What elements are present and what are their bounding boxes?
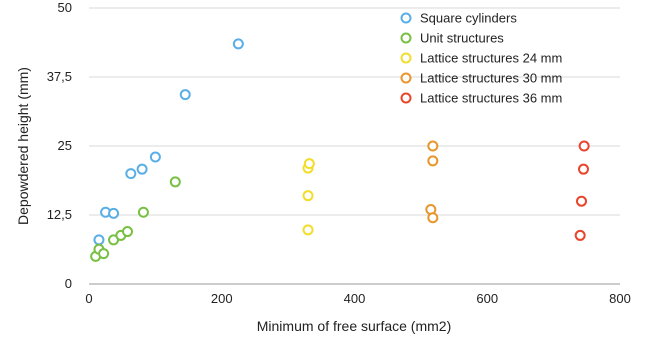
data-point xyxy=(574,229,586,241)
x-tick-label: 800 xyxy=(609,291,631,306)
y-axis-title: Depowdered height (mm) xyxy=(15,67,31,225)
data-point xyxy=(232,38,244,50)
x-tick-label: 400 xyxy=(344,291,366,306)
data-points xyxy=(90,38,590,262)
legend-marker xyxy=(400,52,412,64)
legend-marker xyxy=(400,72,412,84)
data-point xyxy=(427,212,439,224)
data-point xyxy=(93,234,105,246)
data-point xyxy=(427,155,439,167)
legend-label: Unit structures xyxy=(420,31,504,46)
data-point xyxy=(125,168,137,180)
data-point xyxy=(302,190,314,202)
legend-label: Lattice structures 30 mm xyxy=(420,71,562,86)
data-point xyxy=(427,140,439,152)
legend-label: Square cylinders xyxy=(420,11,517,26)
y-tick-label: 50 xyxy=(58,0,72,15)
legend-marker xyxy=(400,12,412,24)
data-point xyxy=(302,224,314,236)
x-tick-labels: 0 200 400 600 800 xyxy=(85,291,630,306)
legend-marker xyxy=(400,92,412,104)
y-tick-label: 25 xyxy=(58,138,72,153)
data-point xyxy=(576,195,588,207)
data-point xyxy=(121,226,133,238)
y-tick-label: 0 xyxy=(65,276,72,291)
legend-label: Lattice structures 24 mm xyxy=(420,51,562,66)
data-point xyxy=(149,151,161,163)
y-tick-labels: 0 12,5 25 37,5 50 xyxy=(47,0,72,291)
grid-lines xyxy=(89,7,620,285)
data-point xyxy=(303,158,315,170)
x-tick-label: 0 xyxy=(85,291,92,306)
data-point xyxy=(98,248,110,260)
x-axis-title: Minimum of free surface (mm2) xyxy=(257,318,451,334)
legend: Square cylinders Unit structures Lattice s… xyxy=(400,11,562,106)
legend-label: Lattice structures 36 mm xyxy=(420,91,562,106)
data-point xyxy=(108,207,120,219)
data-point xyxy=(169,176,181,188)
x-tick-label: 200 xyxy=(211,291,233,306)
data-point xyxy=(137,206,149,218)
data-point xyxy=(578,140,590,152)
x-tick-label: 600 xyxy=(476,291,498,306)
data-point xyxy=(179,89,191,101)
data-point xyxy=(136,163,148,175)
legend-marker xyxy=(400,32,412,44)
y-tick-label: 37,5 xyxy=(47,69,72,84)
data-point xyxy=(577,163,589,175)
y-tick-label: 12,5 xyxy=(47,207,72,222)
